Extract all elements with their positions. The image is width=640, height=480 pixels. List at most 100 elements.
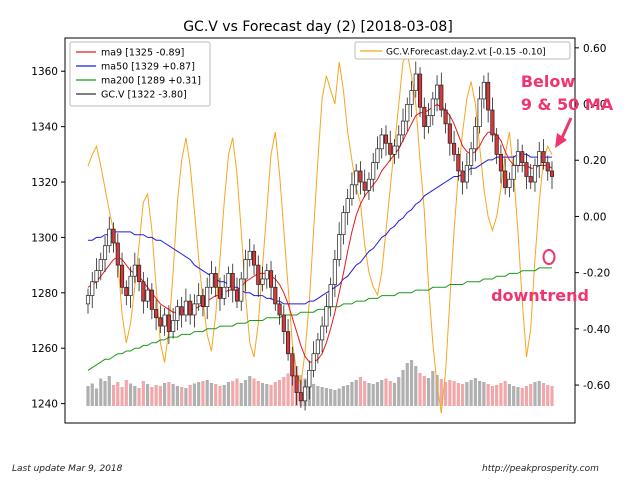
volume-bar <box>418 373 422 406</box>
volume-bar <box>316 386 320 406</box>
volume-bar <box>252 378 256 406</box>
volume-bar <box>209 383 214 406</box>
volume-bar <box>192 383 197 406</box>
y-right-tick-label: 0.20 <box>583 155 606 167</box>
candle-body <box>426 115 431 127</box>
candle-body <box>545 162 550 172</box>
candle-body <box>247 250 252 260</box>
volume-bar <box>456 383 460 406</box>
volume-bar <box>533 382 537 406</box>
candle-body <box>209 273 214 288</box>
volume-bar <box>550 386 554 406</box>
volume-bar <box>94 388 99 406</box>
candle-body <box>486 81 491 111</box>
candle-body <box>222 286 227 299</box>
candle-body <box>494 134 499 155</box>
y-left-tick-label: 1320 <box>31 177 58 189</box>
candle-body <box>120 264 125 288</box>
volume-bar <box>439 379 443 406</box>
legend-left-label: ma50 [1329 +0.87] <box>101 62 195 73</box>
candle-body <box>141 281 146 302</box>
candle-body <box>417 73 423 108</box>
volume-bar <box>226 382 231 406</box>
candle-body <box>371 162 376 180</box>
candle-body <box>166 314 171 332</box>
candle-body <box>192 303 197 316</box>
candle-body <box>205 286 210 308</box>
volume-bar <box>269 385 273 406</box>
volume-bar <box>431 371 435 406</box>
volume-bar <box>541 383 546 406</box>
volume-bar <box>503 381 507 406</box>
volume-bar <box>329 389 333 406</box>
annotation-ma: 9 & 50 MA <box>521 95 614 114</box>
y-left-tick-label: 1240 <box>31 399 58 411</box>
volume-bar <box>235 378 239 406</box>
volume-bar <box>290 371 294 406</box>
candle-body <box>452 142 457 155</box>
candle-body <box>422 106 427 127</box>
volume-bar <box>107 376 111 406</box>
volume-bar <box>120 387 124 406</box>
volume-bar <box>277 380 282 406</box>
candle-body <box>332 259 337 285</box>
ma9-line <box>87 103 553 363</box>
volume-bar <box>320 387 324 406</box>
volume-bar <box>180 387 184 406</box>
volume-bar <box>167 382 171 406</box>
candle-body <box>281 314 286 332</box>
volume-bar <box>414 366 418 406</box>
candle-body <box>409 90 414 105</box>
legend-left-label: GC.V [1322 -3.80] <box>101 90 187 101</box>
candle-body <box>524 162 529 177</box>
candle-body <box>94 270 99 283</box>
candle-body <box>532 165 538 183</box>
footer-source-url: http://peakprosperity.com <box>482 464 599 474</box>
candle-body <box>111 228 116 244</box>
volume-bar <box>426 378 431 406</box>
footer-last-update: Last update Mar 9, 2018 <box>12 464 123 474</box>
moving-averages <box>87 103 553 371</box>
volume-bar <box>171 384 175 406</box>
volume-bar <box>145 384 150 406</box>
volume-bar <box>482 382 486 406</box>
candle-body <box>307 370 312 388</box>
forecast-line <box>87 51 553 414</box>
chart-title: GC.V vs Forecast day (2) [2018-03-08] <box>183 19 453 35</box>
candle-body <box>405 104 410 122</box>
volume-bar <box>201 381 205 406</box>
candle-body <box>230 273 235 291</box>
candle-body <box>226 273 231 288</box>
candle-body <box>132 264 137 277</box>
candle-body <box>264 270 269 280</box>
candle-body <box>460 170 465 183</box>
candle-body <box>481 81 486 100</box>
candle-body <box>115 242 120 266</box>
candle-body <box>234 289 240 302</box>
volume-bar <box>150 387 154 406</box>
candle-body <box>396 134 401 147</box>
volume-bar <box>188 385 192 406</box>
legend-right: GC.V.Forecast.day.2.vt [-0.15 -0.10] <box>354 41 571 60</box>
candle-body <box>273 286 278 305</box>
volume-bar <box>346 385 350 406</box>
volume-bar <box>380 380 384 406</box>
candle-body <box>98 259 103 272</box>
candle-body <box>439 84 444 111</box>
candle-body <box>413 73 418 91</box>
volume-bar <box>495 385 499 406</box>
volume-bar <box>461 384 465 406</box>
candle-body <box>162 314 167 327</box>
candle-body <box>354 170 359 186</box>
volume-bar <box>452 381 456 406</box>
candle-body <box>528 176 533 183</box>
candle-body <box>277 303 282 316</box>
y-right-tick-label: 0.40 <box>583 99 606 111</box>
legend-left: ma9 [1325 -0.89] ma50 [1329 +0.87] ma200 [… <box>69 41 211 107</box>
volume-bar <box>405 363 409 406</box>
volume-bar <box>124 380 128 406</box>
candle-body <box>392 145 397 155</box>
volume-bar <box>324 388 328 406</box>
candle-body <box>341 212 346 236</box>
candle-body <box>456 153 461 172</box>
